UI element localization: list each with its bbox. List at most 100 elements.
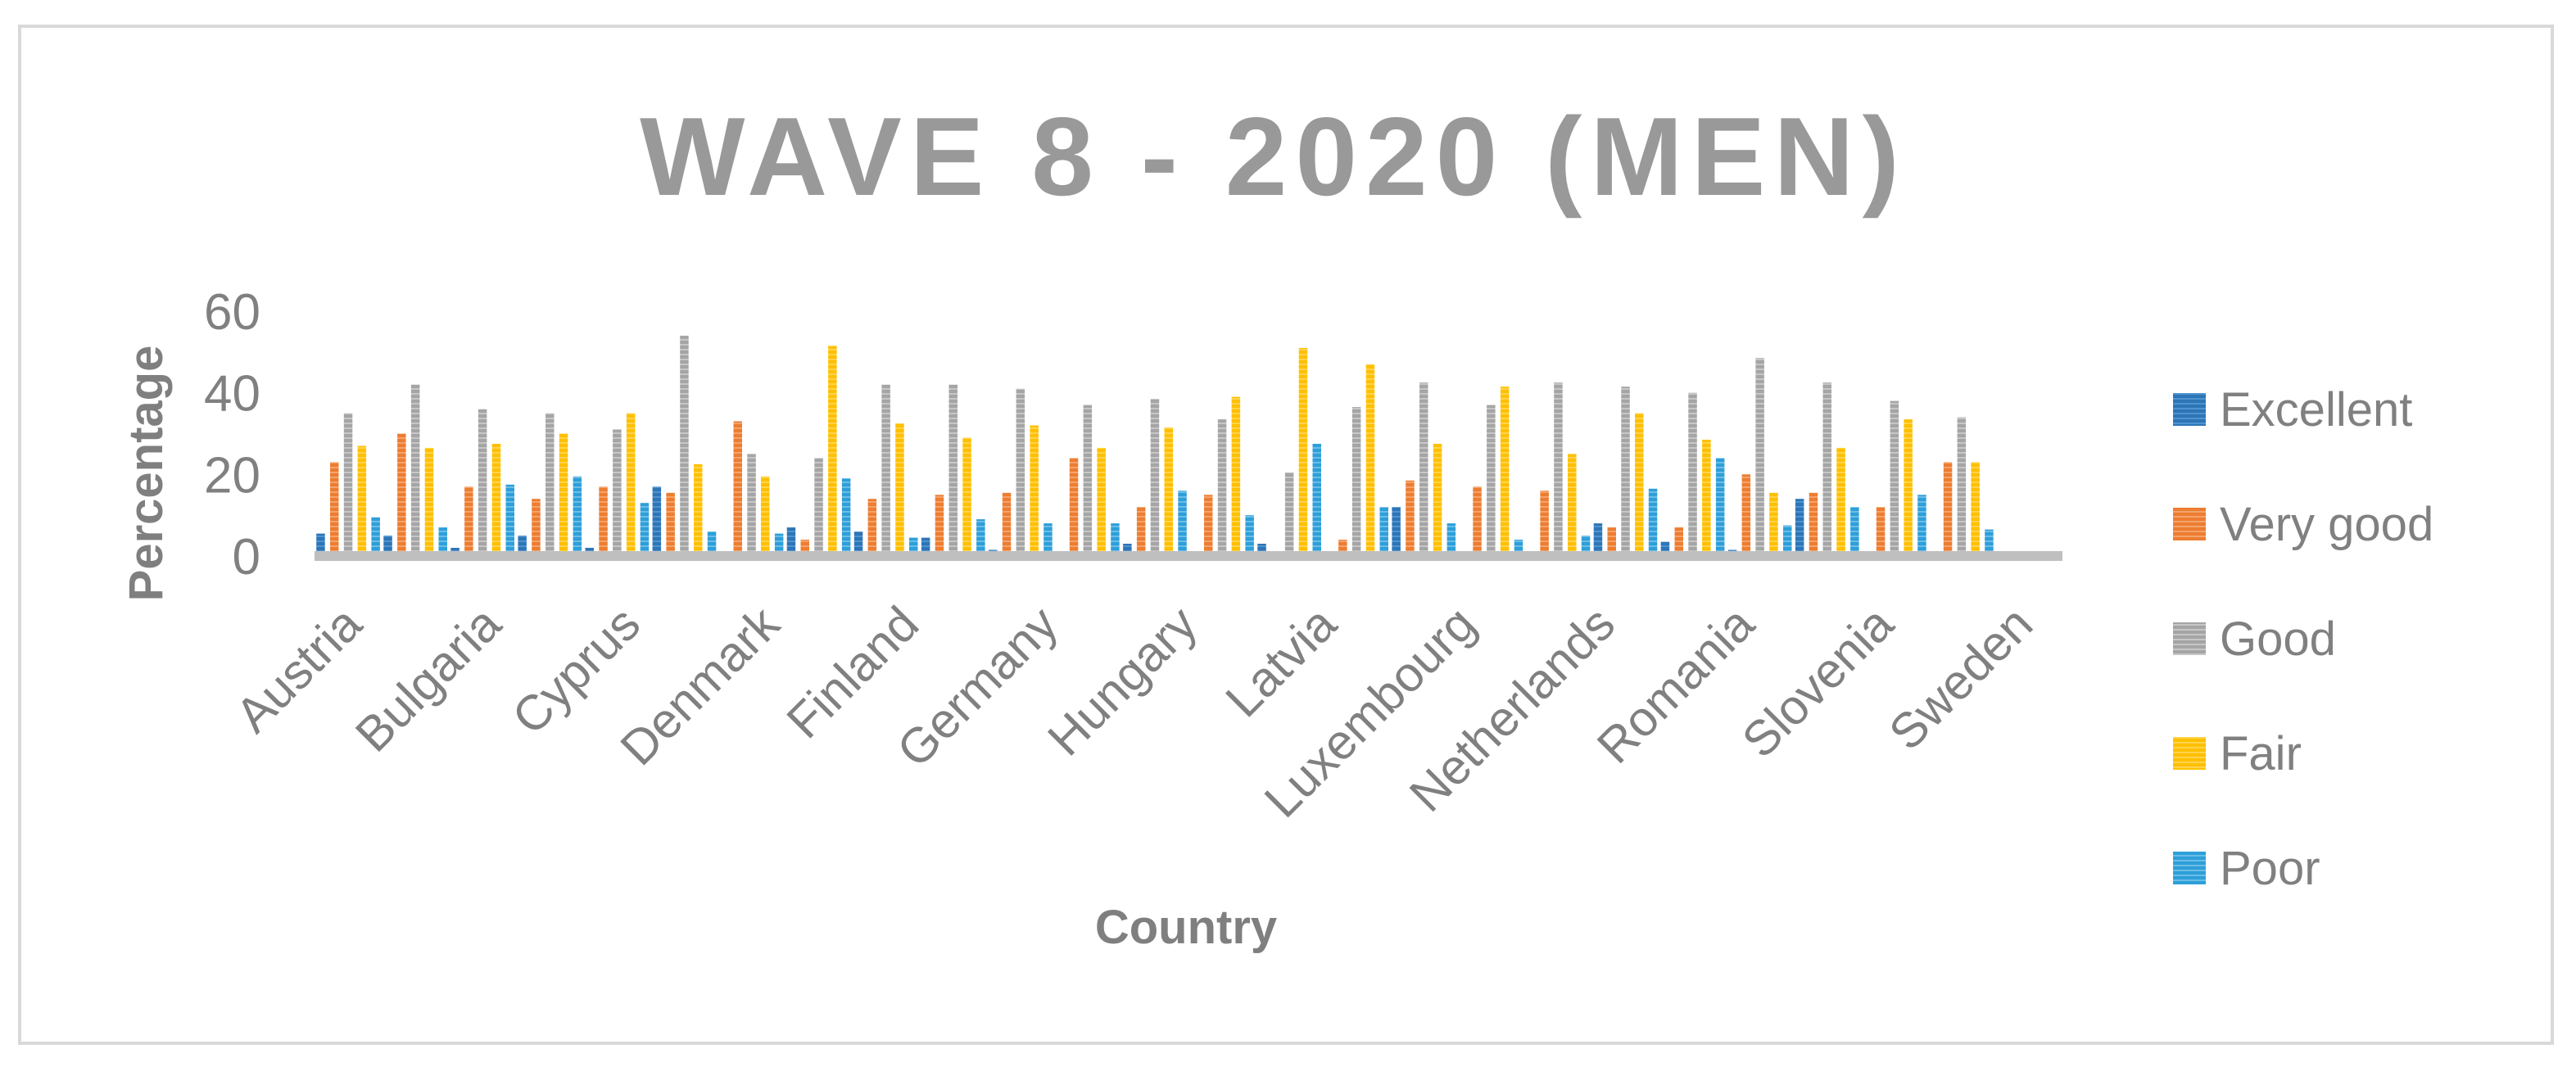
bar-poor [1648,488,1658,556]
bar-very-good [867,499,877,556]
bar-good [1688,392,1697,556]
bar-fair [1164,427,1173,556]
bar-poor [1514,540,1523,556]
bar-good [478,409,487,556]
bar-very-good [1473,486,1482,556]
bar-good [881,384,890,556]
bar-good [1217,419,1227,556]
bar-good [1890,400,1899,556]
bar-fair [1500,387,1510,556]
bar-poor [640,503,650,556]
bar-poor [1044,523,1053,556]
bar-very-good [330,462,339,556]
bar-poor [1917,495,1926,557]
bar-fair [1769,492,1778,556]
x-tick-label: Slovenia [1732,595,1904,768]
bar-excellent [1123,544,1132,556]
bar-poor [1850,507,1859,556]
bar-very-good [1876,507,1886,556]
bar-very-good [1002,492,1012,556]
bar-good [1822,382,1831,556]
bar-poor [1581,536,1591,556]
legend-label-very-good: Very good [2220,498,2433,551]
bar-very-good [1674,527,1683,556]
bar-good [1957,417,1967,556]
bar-fair [962,437,971,556]
x-tick-label: Romania [1587,595,1765,774]
legend-swatch-excellent [2173,393,2206,426]
bar-very-good [666,492,675,556]
legend-swatch-very-good [2173,508,2206,540]
x-tick-label: Sweden [1878,596,2043,761]
bar-good [747,454,756,556]
bar-good [410,384,420,556]
bar-very-good [1338,540,1347,556]
bar-excellent [1795,499,1804,556]
bar-good [1419,382,1428,556]
bar-very-good [1943,462,1953,556]
legend-swatch-poor [2173,852,2206,884]
bar-good [1487,405,1496,556]
bar-good [1755,358,1764,556]
bar-poor [438,527,447,556]
bar-fair [895,423,904,556]
legend-label-good: Good [2220,613,2336,666]
bar-poor [976,519,985,556]
bar-excellent [383,536,392,556]
bar-good [1621,387,1630,556]
bar-very-good [1069,458,1079,556]
bar-good [343,413,353,556]
bar-fair [1904,419,1913,556]
bar-fair [1030,425,1039,556]
bar-very-good [1607,527,1616,556]
bar-fair [1231,396,1241,556]
bar-good [613,429,622,556]
bar-fair [1702,440,1711,556]
x-tick-label: Latvia [1216,595,1347,727]
bar-very-good [1406,480,1415,556]
bar-series-group [316,335,1994,557]
bar-excellent [518,536,527,556]
bar-fair [1298,347,1308,556]
bar-fair [1097,447,1106,556]
bar-poor [1111,523,1120,556]
bar-good [814,458,823,556]
y-tick-label: 20 [204,447,260,504]
bar-excellent [1660,541,1670,556]
bar-fair [1836,447,1845,556]
y-axis-ticks: 0 20 40 60 [204,284,260,585]
bar-poor [1715,458,1725,556]
y-tick-label: 60 [204,284,260,341]
bar-good [1083,405,1093,556]
bar-very-good [397,433,406,556]
bar-fair [626,413,636,556]
bar-excellent [921,537,930,556]
bar-very-good [733,421,742,556]
y-axis-title: Percentage [120,346,173,602]
bar-good [546,413,555,556]
bar-poor [841,478,851,556]
bar-excellent [316,533,325,556]
bar-poor [774,533,784,556]
bar-poor [1446,523,1456,556]
bar-excellent [786,527,796,556]
x-axis-labels: AustriaBulgariaCyprusDenmarkFinlandGerma… [225,595,2043,828]
bar-poor [573,476,582,556]
bar-fair [357,445,367,556]
bar-poor [1178,491,1187,556]
x-axis-title: Country [1095,901,1277,954]
bar-excellent [1257,544,1266,556]
bar-fair [1365,364,1375,556]
bar-fair [761,476,770,556]
bar-poor [1245,515,1254,556]
bar-good [680,335,689,556]
bar-very-good [1540,491,1549,556]
y-tick-label: 0 [233,529,260,585]
bar-good [1351,407,1361,556]
legend-label-excellent: Excellent [2220,383,2412,436]
bar-fair [559,433,568,556]
bar-excellent [1593,523,1603,556]
bar-excellent [853,531,863,556]
bar-fair [424,447,434,556]
